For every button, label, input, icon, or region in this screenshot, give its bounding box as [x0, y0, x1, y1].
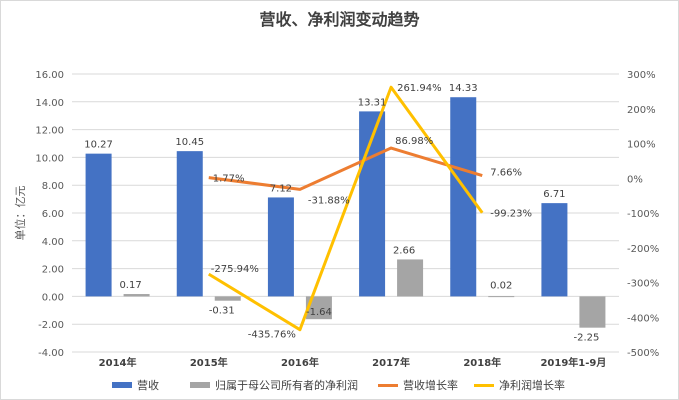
revenue-growth-data-label: -31.88%	[308, 195, 350, 206]
y-tick-label: 16.00	[35, 70, 64, 81]
y-tick-label: -4.00	[38, 348, 64, 359]
revenue-bar	[85, 153, 112, 297]
legend-label-net-profit: 归属于母公司所有者的净利润	[215, 379, 358, 392]
net-profit-data-label: -1.64	[306, 307, 332, 318]
revenue-bar	[176, 151, 203, 297]
y-tick-label: 12.00	[35, 126, 64, 137]
revenue-data-label: 7.12	[270, 183, 292, 194]
revenue-growth-data-label: 86.98%	[395, 136, 433, 147]
revenue-data-label: 14.33	[449, 83, 478, 94]
y-tick-label: 8.00	[42, 181, 64, 192]
y2-tick-label: -300%	[627, 279, 659, 290]
legend-label-revenue: 营收	[137, 379, 159, 392]
y-tick-label: 0.00	[42, 292, 64, 303]
x-tick-label: 2018年	[463, 356, 501, 369]
legend-swatch-net-profit	[190, 382, 210, 388]
revenue-bar	[359, 111, 386, 297]
y2-tick-label: 200%	[627, 105, 656, 116]
y-tick-label: 4.00	[42, 237, 64, 248]
net-profit-bar	[214, 296, 241, 301]
x-tick-label: 2016年	[281, 356, 319, 369]
y2-tick-label: -100%	[627, 209, 659, 220]
profit-growth-data-label: -435.76%	[248, 330, 296, 341]
revenue-bar	[267, 197, 294, 297]
legend-item-net-profit: 归属于母公司所有者的净利润	[190, 377, 358, 393]
net-profit-bar	[488, 296, 515, 298]
revenue-bar	[541, 203, 568, 297]
profit-growth-line	[207, 85, 484, 332]
y2-tick-label: 100%	[627, 140, 656, 151]
y2-tick-label: -400%	[627, 313, 659, 324]
y-tick-label: 2.00	[42, 265, 64, 276]
y2-tick-label: 0%	[627, 174, 643, 185]
chart-legend: 营收 归属于母公司所有者的净利润 营收增长率 净利润增长率	[0, 377, 679, 393]
legend-swatch-revenue-growth	[378, 383, 398, 387]
y2-tick-label: -500%	[627, 348, 659, 359]
revenue-growth-data-label: 7.66%	[490, 168, 522, 179]
net-profit-bar	[305, 296, 332, 320]
legend-item-revenue-growth: 营收增长率	[378, 377, 458, 393]
y-axis-label: 单位：亿元	[13, 186, 27, 241]
chart-title: 营收、净利润变动趋势	[259, 10, 420, 29]
revenue-data-label: 10.27	[84, 140, 113, 151]
net-profit-data-label: 0.02	[490, 280, 512, 291]
net-profit-data-label: -2.25	[573, 333, 599, 344]
x-tick-label: 2017年	[372, 356, 410, 369]
legend-label-profit-growth: 净利润增长率	[499, 379, 565, 392]
net-profit-bar	[123, 294, 150, 297]
legend-swatch-revenue	[112, 382, 132, 388]
y-tick-label: -2.00	[38, 320, 64, 331]
legend-item-profit-growth: 净利润增长率	[474, 377, 565, 393]
profit-growth-data-label: 261.94%	[397, 83, 442, 94]
net-profit-data-label: 0.17	[119, 280, 141, 291]
revenue-data-label: 10.45	[175, 137, 204, 148]
profit-growth-data-label: -275.94%	[211, 264, 259, 275]
y-tick-label: 14.00	[35, 98, 64, 109]
net-profit-data-label: -0.31	[209, 306, 235, 317]
revenue-data-label: 6.71	[543, 189, 565, 200]
y-tick-label: 10.00	[35, 153, 64, 164]
y-tick-label: 6.00	[42, 209, 64, 220]
revenue-growth-data-label: 1.77%	[213, 174, 245, 185]
revenue-data-label: 13.31	[358, 97, 387, 108]
net-profit-bar	[579, 296, 606, 328]
legend-item-revenue: 营收	[112, 377, 159, 393]
legend-swatch-profit-growth	[474, 383, 494, 387]
y2-tick-label: 300%	[627, 70, 656, 81]
profit-growth-data-label: -99.23%	[490, 209, 532, 220]
net-profit-bar	[397, 259, 424, 297]
net-profit-data-label: 2.66	[393, 245, 415, 256]
y2-tick-label: -200%	[627, 244, 659, 255]
legend-label-revenue-growth: 营收增长率	[403, 379, 458, 392]
x-tick-label: 2019年1-9月	[540, 356, 606, 369]
x-tick-label: 2014年	[99, 356, 137, 369]
revenue-growth-line	[208, 146, 483, 191]
x-tick-label: 2015年	[190, 356, 228, 369]
